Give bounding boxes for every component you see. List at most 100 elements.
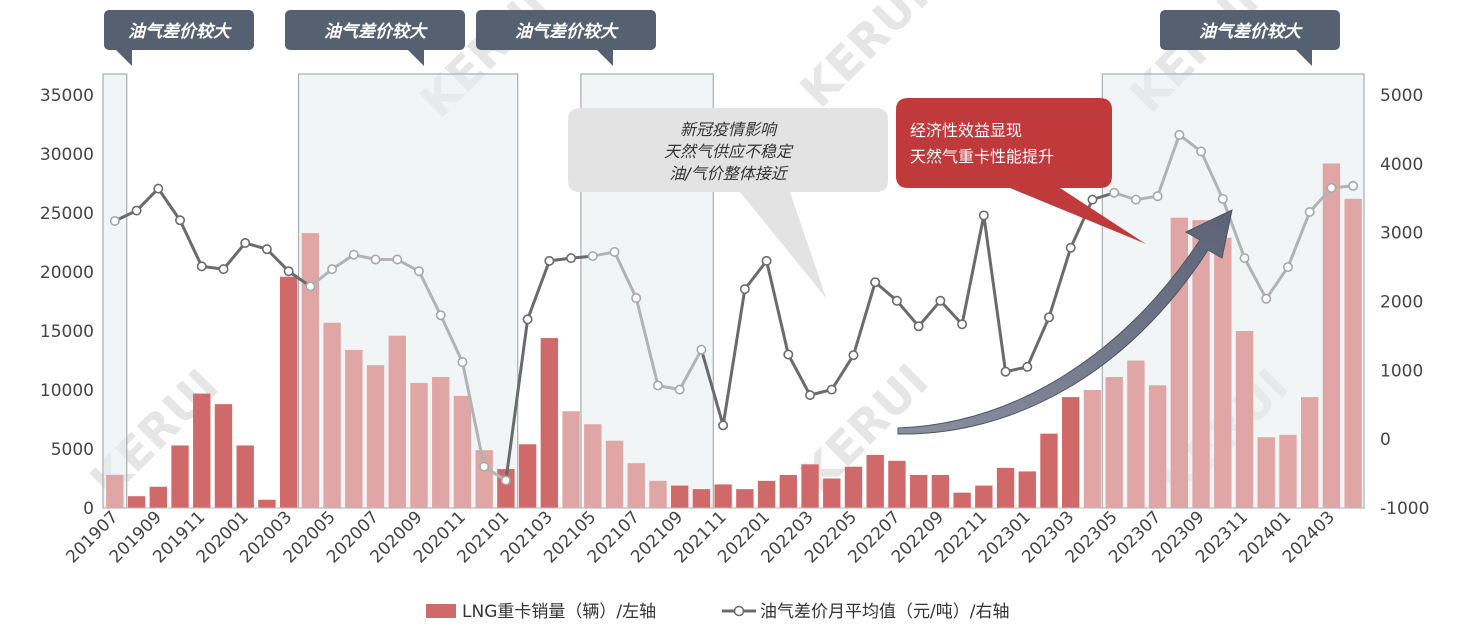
bar: [931, 474, 950, 508]
bar: [432, 377, 450, 508]
period-tag-label: 油气差价较大: [1199, 22, 1303, 42]
line-segment: [917, 299, 942, 328]
line-segment: [765, 259, 790, 357]
line-segment: [526, 259, 551, 321]
legend-bar-swatch: [426, 604, 456, 618]
line-point: [957, 319, 968, 330]
bar: [366, 365, 385, 508]
line-point: [739, 284, 750, 295]
line-segment: [699, 348, 725, 427]
line-point: [305, 281, 316, 292]
line-segment: [938, 299, 964, 326]
line-point: [392, 254, 403, 265]
line-point: [1087, 194, 1098, 205]
line-segment: [895, 299, 921, 328]
bar: [301, 233, 320, 508]
line-point: [1348, 180, 1359, 191]
legend: LNG重卡销量（辆）/左轴 油气差价月平均值（元/吨）/右轴: [426, 602, 1009, 622]
bar: [540, 338, 559, 508]
line-point: [240, 237, 251, 248]
bar: [518, 444, 537, 508]
period-tag-label: 油气差价较大: [128, 22, 232, 42]
y-left-tick-label: 10000: [40, 381, 94, 401]
bar: [671, 485, 689, 508]
bar: [1018, 471, 1036, 508]
bar: [1062, 397, 1080, 508]
bar: [149, 486, 167, 508]
legend-bar-label: LNG重卡销量（辆）/左轴: [462, 602, 656, 622]
line-segment: [851, 280, 877, 357]
legend-line-marker: [733, 605, 745, 617]
line-point: [131, 205, 142, 216]
y-right-tick-label: 0: [1380, 430, 1391, 450]
bar: [627, 463, 645, 508]
line-point: [1304, 207, 1315, 218]
bar: [823, 478, 841, 508]
period-tag-label: 油气差价较大: [515, 22, 619, 42]
line-point: [848, 350, 859, 361]
bar: [323, 322, 341, 508]
line-point: [674, 384, 685, 395]
line-point: [631, 293, 642, 304]
line-point: [1196, 146, 1207, 157]
line-point: [435, 310, 446, 321]
line-point: [1261, 293, 1272, 304]
line-point: [718, 420, 729, 431]
bar: [844, 466, 863, 508]
bar: [605, 440, 624, 508]
line-point: [587, 251, 598, 262]
line-point: [283, 266, 294, 277]
line-segment: [265, 247, 291, 273]
line-point: [696, 344, 707, 355]
line-point: [175, 215, 186, 226]
line-point: [935, 295, 946, 306]
bar: [584, 424, 602, 508]
line-segment: [1221, 197, 1247, 260]
callout-red: 经济性效益显现 天然气重卡性能提升: [896, 98, 1146, 244]
bar: [279, 276, 298, 508]
line-point: [348, 249, 359, 260]
bar: [171, 445, 189, 508]
line-point: [544, 255, 555, 266]
bar: [1279, 434, 1297, 508]
bar: [193, 393, 211, 508]
line-segment: [1199, 149, 1225, 201]
line-segment: [1308, 186, 1333, 214]
callout-grey-line: 天然气供应不稳定: [664, 142, 794, 161]
line-segment: [156, 187, 182, 222]
y-right-tick-label: 2000: [1380, 293, 1423, 313]
period-tag-label: 油气差价较大: [324, 22, 428, 42]
bar: [953, 492, 971, 508]
bar: [649, 480, 667, 508]
bar: [975, 485, 993, 508]
line-segment: [786, 353, 812, 397]
line-segment: [1025, 315, 1051, 369]
line-segment: [439, 313, 464, 364]
bar: [1192, 220, 1210, 508]
period-tags: 油气差价较大 油气差价较大 油气差价较大 油气差价较大: [104, 10, 1340, 66]
line-point: [1282, 262, 1293, 273]
bar: [475, 450, 493, 508]
line-point: [457, 357, 468, 368]
line-segment: [417, 269, 443, 317]
line-segment: [613, 250, 638, 300]
bar: [909, 474, 928, 508]
bar: [1127, 360, 1145, 508]
bar: [1235, 331, 1254, 508]
line-segment: [1047, 246, 1073, 319]
y-left-tick-label: 20000: [40, 263, 94, 283]
bar: [1105, 377, 1123, 508]
x-axis-ticks: 2019072019092019112020012020032020052020…: [62, 507, 1339, 567]
line-point: [1022, 361, 1033, 372]
y-left-tick-label: 25000: [40, 204, 94, 224]
callout-grey-line: 油/气价整体接近: [669, 164, 788, 183]
line-segment: [678, 348, 703, 392]
bar: [736, 489, 754, 508]
line-point: [1174, 129, 1185, 140]
line-point: [1109, 187, 1120, 198]
legend-line-label: 油气差价月平均值（元/吨）/右轴: [760, 602, 1009, 622]
bar: [106, 474, 124, 508]
line-segment: [960, 213, 986, 326]
bar: [1322, 163, 1341, 508]
